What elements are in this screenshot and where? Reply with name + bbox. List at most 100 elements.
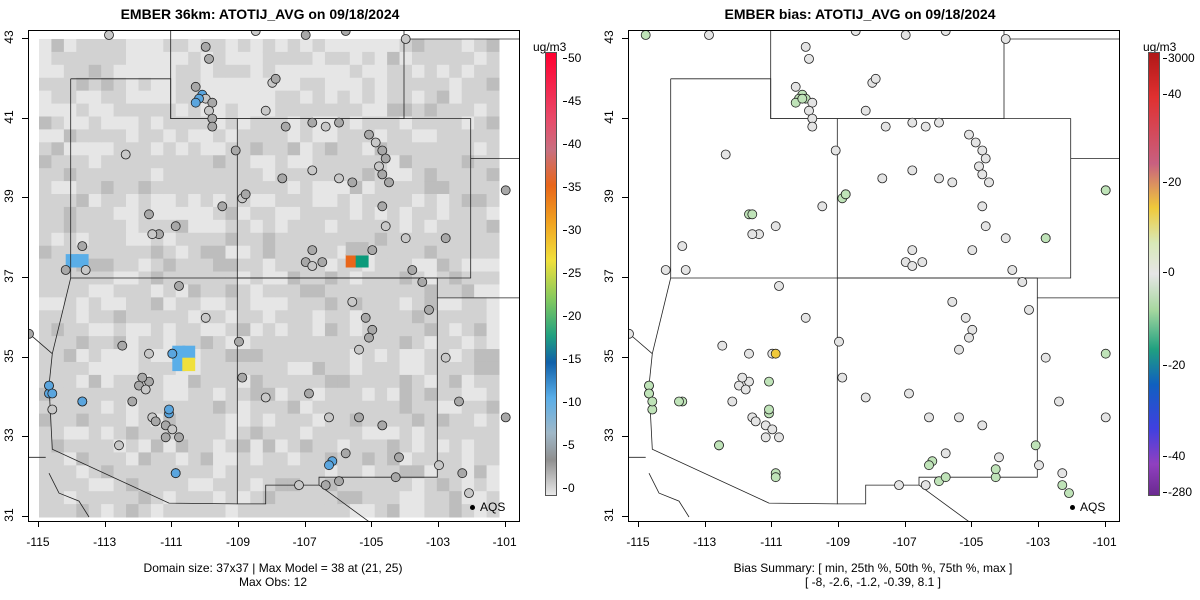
model-grid-cell	[237, 413, 251, 428]
model-grid-cell	[138, 323, 152, 337]
model-grid-cell	[250, 77, 264, 92]
x-tick-label: -103	[1025, 535, 1051, 549]
aqs-site-marker	[817, 201, 828, 212]
model-grid-cell	[300, 413, 314, 428]
x-tick	[904, 521, 906, 527]
model-grid-cell	[237, 297, 251, 311]
model-grid-cell	[486, 310, 500, 324]
model-map-svg	[29, 31, 519, 521]
model-grid-cell	[213, 64, 226, 79]
latitude-axis: 43 41 39 37 35 33 31	[0, 30, 28, 522]
model-grid-cell	[175, 413, 189, 428]
model-grid-cell	[436, 64, 450, 79]
aqs-site-marker	[1057, 468, 1068, 479]
model-grid-cell	[436, 129, 450, 143]
model-grid-cell	[213, 181, 226, 195]
y-tick-label: 33	[2, 428, 16, 443]
model-grid-cell	[113, 90, 127, 105]
model-grid-cell	[436, 374, 450, 389]
model-grid-cell	[474, 323, 488, 337]
model-grid-cell	[101, 400, 115, 415]
model-grid-cell	[399, 64, 413, 79]
model-grid-cell	[262, 361, 276, 376]
model-grid-cell	[399, 297, 413, 311]
model-grid-cell	[461, 129, 475, 143]
model-grid-cell	[411, 181, 425, 195]
aqs-site-marker	[317, 257, 328, 268]
model-grid-cell	[126, 38, 139, 53]
aqs-site-marker	[1064, 488, 1074, 499]
model-grid-cell	[126, 465, 139, 479]
model-grid-cell	[287, 439, 301, 453]
model-grid-cell	[237, 168, 251, 182]
model-grid-cell	[436, 413, 450, 428]
model-grid-cell	[200, 478, 214, 492]
model-grid-cell	[275, 374, 289, 389]
model-grid-cell	[126, 297, 139, 311]
model-grid-cell	[63, 439, 77, 453]
model-grid-cell	[474, 452, 488, 466]
model-grid-cell	[150, 310, 164, 324]
model-grid-cell	[449, 504, 463, 518]
model-grid-cell	[300, 439, 314, 453]
x-tick	[304, 521, 306, 527]
model-grid-cell	[175, 245, 189, 260]
model-grid-cell	[337, 142, 351, 156]
model-grid-cell	[337, 400, 351, 415]
model-grid-cell	[486, 64, 500, 79]
model-grid-cell	[213, 400, 226, 415]
aqs-site-marker	[934, 117, 944, 128]
model-grid-cell	[213, 245, 226, 260]
aqs-site-marker	[660, 265, 671, 275]
model-grid-cell	[399, 129, 413, 143]
aqs-site-marker	[354, 412, 364, 423]
model-grid-cell	[337, 336, 351, 350]
model-grid-cell	[349, 116, 363, 130]
aqs-site-marker	[680, 265, 691, 275]
model-grid-cell	[51, 284, 65, 298]
model-grid-cell	[88, 206, 102, 221]
colorbar-label: 30	[568, 223, 582, 237]
model-grid-cell	[175, 116, 189, 130]
model-grid-cell	[275, 245, 289, 260]
y-tick	[22, 276, 28, 278]
x-tick-label: -107	[292, 535, 317, 549]
model-grid-cell	[101, 232, 115, 247]
aqs-bias-marker	[714, 440, 724, 451]
model-grid-cell	[337, 206, 351, 221]
model-grid-cell	[51, 271, 65, 285]
model-grid-cell	[250, 194, 264, 208]
model-grid-cell	[461, 245, 475, 260]
model-grid-cell	[76, 129, 90, 143]
aqs-site-marker	[380, 221, 391, 232]
model-grid-cell	[76, 103, 90, 117]
aqs-site-marker	[1000, 34, 1011, 44]
model-grid-cell	[88, 361, 102, 376]
model-grid-cell	[51, 336, 65, 350]
model-grid-cell	[150, 168, 164, 182]
model-grid-cell	[300, 297, 314, 311]
model-grid-cell	[300, 64, 314, 79]
state-boundary	[837, 118, 1072, 279]
model-grid-cell	[324, 374, 338, 389]
model-grid-cell	[39, 465, 52, 479]
model-grid-cell	[349, 387, 363, 402]
x-tick	[238, 521, 239, 527]
model-grid-cell	[287, 142, 301, 156]
model-grid-cell	[138, 181, 152, 195]
model-grid-cell	[486, 219, 500, 234]
model-grid-cell	[76, 77, 90, 92]
colorbar-tick	[563, 187, 567, 188]
model-grid-cell	[113, 168, 127, 182]
model-grid-cell	[150, 194, 164, 208]
aqs-site-marker	[877, 173, 888, 184]
model-grid-cell	[188, 258, 202, 273]
model-grid-cell	[461, 336, 475, 350]
model-grid-cell	[337, 77, 351, 92]
model-grid-cell	[262, 297, 276, 311]
x-tick-label: -113	[693, 535, 717, 549]
model-grid-cell	[436, 38, 450, 53]
model-grid-cell	[101, 38, 115, 53]
aqs-site-marker	[457, 468, 468, 479]
model-grid-cell	[237, 400, 251, 415]
